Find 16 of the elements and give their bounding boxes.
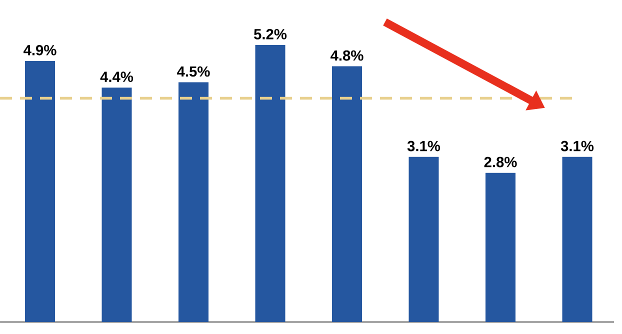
data-label: 2.8% xyxy=(484,156,517,168)
data-label: 3.1% xyxy=(407,140,440,152)
data-label: 4.8% xyxy=(330,50,364,61)
bar xyxy=(486,172,516,322)
bar xyxy=(255,44,286,322)
data-label: 4.5% xyxy=(177,66,210,77)
bar xyxy=(408,156,439,322)
data-label: 3.1% xyxy=(560,140,594,152)
bar xyxy=(562,156,592,322)
bar xyxy=(178,82,209,322)
data-label: 5.2% xyxy=(254,29,287,40)
bar xyxy=(102,88,132,322)
bar xyxy=(25,60,56,322)
data-label: 4.9% xyxy=(24,45,56,56)
data-label: 4.4% xyxy=(100,72,134,82)
bar xyxy=(332,66,362,322)
